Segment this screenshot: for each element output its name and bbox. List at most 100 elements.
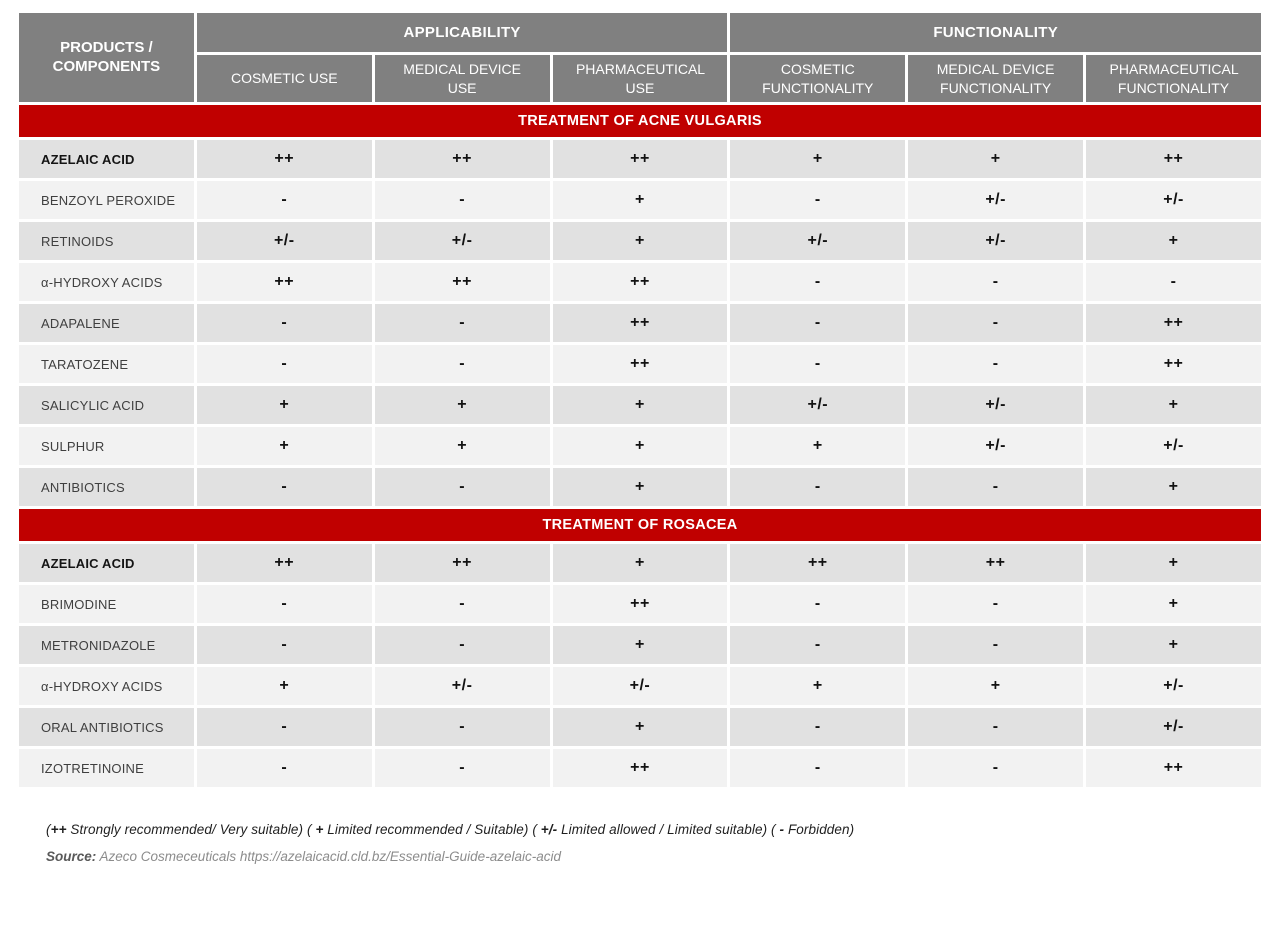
functionality-group-header: FUNCTIONALITY — [730, 13, 1261, 52]
rating-cell: ++ — [552, 140, 728, 178]
legend-pre: ( — [771, 822, 780, 837]
rating-cell: + — [1086, 222, 1261, 260]
footer: (++ Strongly recommended/ Very suitable)… — [46, 822, 1264, 864]
column-header-label: PHARMACEUTICAL USE — [575, 61, 706, 96]
table-row: TARATOZENE - - ++ - - ++ — [19, 345, 1261, 383]
rating-cell: +/- — [730, 386, 906, 424]
rating-cell: - — [196, 345, 372, 383]
rating-cell: + — [730, 667, 906, 705]
rating-cell: +/- — [908, 427, 1084, 465]
table-row: ADAPALENE - - ++ - - ++ — [19, 304, 1261, 342]
header-columns-row: COSMETIC USE MEDICAL DEVICE USE PHARMACE… — [19, 55, 1261, 102]
rating-cell: ++ — [552, 304, 728, 342]
rating-cell: ++ — [552, 345, 728, 383]
table-row: BENZOYL PEROXIDE - - + - +/- +/- — [19, 181, 1261, 219]
column-header-medical-device-use: MEDICAL DEVICE USE — [374, 55, 550, 102]
rating-cell: + — [196, 386, 372, 424]
rating-cell: +/- — [1086, 708, 1261, 746]
source-line: Source: Azeco Cosmeceuticals https://aze… — [46, 849, 1264, 864]
rating-cell: ++ — [730, 544, 906, 582]
table-row: RETINOIDS +/- +/- + +/- +/- + — [19, 222, 1261, 260]
section-banner-row: TREATMENT OF ACNE VULGARIS — [19, 105, 1261, 137]
rating-cell: - — [730, 181, 906, 219]
column-header-cosmetic-functionality: COSMETIC FUNCTIONALITY — [730, 55, 906, 102]
table-row: α-HYDROXY ACIDS ++ ++ ++ - - - — [19, 263, 1261, 301]
table-row: AZELAIC ACID++++++++++ — [19, 544, 1261, 582]
rating-cell: - — [196, 749, 372, 787]
legend-text: Limited allowed / Limited suitable) — [557, 822, 772, 837]
row-label: BRIMODINE — [19, 585, 194, 623]
rating-cell: ++ — [1086, 304, 1261, 342]
rating-cell: - — [374, 626, 550, 664]
header-group-row: PRODUCTS / COMPONENTS APPLICABILITY FUNC… — [19, 13, 1261, 102]
section-banner-row: TREATMENT OF ROSACEA — [19, 509, 1261, 541]
rating-cell: + — [374, 386, 550, 424]
rating-cell: + — [196, 427, 372, 465]
legend-symbol: - — [779, 822, 785, 837]
rating-cell: - — [730, 304, 906, 342]
rating-cell: - — [730, 708, 906, 746]
rating-cell: + — [908, 667, 1084, 705]
rating-cell: +/- — [1086, 667, 1261, 705]
table-row: ANTIBIOTICS - - + - - + — [19, 468, 1261, 506]
source-text: Azeco Cosmeceuticals https://azelaicacid… — [96, 849, 561, 864]
legend-text: Strongly recommended/ Very suitable) — [66, 822, 307, 837]
rating-cell: + — [552, 708, 728, 746]
row-label: AZELAIC ACID — [19, 140, 194, 178]
rating-cell: - — [908, 468, 1084, 506]
rating-cell: ++ — [1086, 140, 1261, 178]
rating-cell: - — [730, 468, 906, 506]
source-label: Source: — [46, 849, 97, 864]
rating-cell: - — [908, 749, 1084, 787]
rating-cell: + — [1086, 585, 1261, 623]
rating-cell: - — [196, 181, 372, 219]
rating-cell: - — [908, 263, 1084, 301]
legend-pre: ( — [306, 822, 316, 837]
rating-cell: - — [374, 345, 550, 383]
legend-text: Limited recommended / Suitable) — [323, 822, 533, 837]
rating-cell: +/- — [374, 222, 550, 260]
rating-cell: + — [552, 468, 728, 506]
column-header-label: COSMETIC FUNCTIONALITY — [762, 61, 874, 96]
rating-cell: - — [908, 345, 1084, 383]
comparison-table: PRODUCTS / COMPONENTS APPLICABILITY FUNC… — [16, 10, 1264, 790]
rating-cell: - — [730, 749, 906, 787]
rating-cell: ++ — [1086, 345, 1261, 383]
rating-cell: + — [1086, 468, 1261, 506]
column-header-label: PHARMACEUTICAL FUNCTIONALITY — [1109, 61, 1239, 96]
rating-cell: +/- — [730, 222, 906, 260]
column-header-pharmaceutical-use: PHARMACEUTICAL USE — [552, 55, 728, 102]
column-header-label: MEDICAL DEVICE FUNCTIONALITY — [936, 61, 1055, 96]
rating-cell: + — [552, 427, 728, 465]
row-label: RETINOIDS — [19, 222, 194, 260]
rating-cell: + — [552, 222, 728, 260]
column-header-label: COSMETIC USE — [230, 70, 338, 87]
products-components-header: PRODUCTS / COMPONENTS — [19, 13, 194, 102]
rating-cell: ++ — [552, 263, 728, 301]
rating-cell: - — [196, 585, 372, 623]
legend-symbol: +/- — [540, 822, 558, 837]
rating-cell: +/- — [374, 667, 550, 705]
legend-pre: ( — [46, 822, 51, 837]
rating-cell: ++ — [374, 263, 550, 301]
rating-cell: - — [374, 304, 550, 342]
rating-cell: + — [552, 386, 728, 424]
rating-cell: + — [552, 544, 728, 582]
column-header-medical-device-functionality: MEDICAL DEVICE FUNCTIONALITY — [908, 55, 1084, 102]
rating-cell: ++ — [196, 263, 372, 301]
rating-cell: - — [730, 263, 906, 301]
rating-cell: - — [196, 468, 372, 506]
rating-cell: - — [374, 468, 550, 506]
legend: (++ Strongly recommended/ Very suitable)… — [46, 822, 1264, 837]
rating-cell: - — [908, 585, 1084, 623]
rating-cell: + — [374, 427, 550, 465]
legend-text: Forbidden) — [784, 822, 855, 837]
rating-cell: +/- — [1086, 181, 1261, 219]
table-row: IZOTRETINOINE - - ++ - - ++ — [19, 749, 1261, 787]
table-row: METRONIDAZOLE - - + - - + — [19, 626, 1261, 664]
row-label: ADAPALENE — [19, 304, 194, 342]
table-body: TREATMENT OF ACNE VULGARIS AZELAIC ACID ++… — [19, 105, 1261, 787]
rating-cell: - — [374, 708, 550, 746]
rating-cell: + — [730, 427, 906, 465]
table-row: AZELAIC ACID++++++++++ — [19, 140, 1261, 178]
